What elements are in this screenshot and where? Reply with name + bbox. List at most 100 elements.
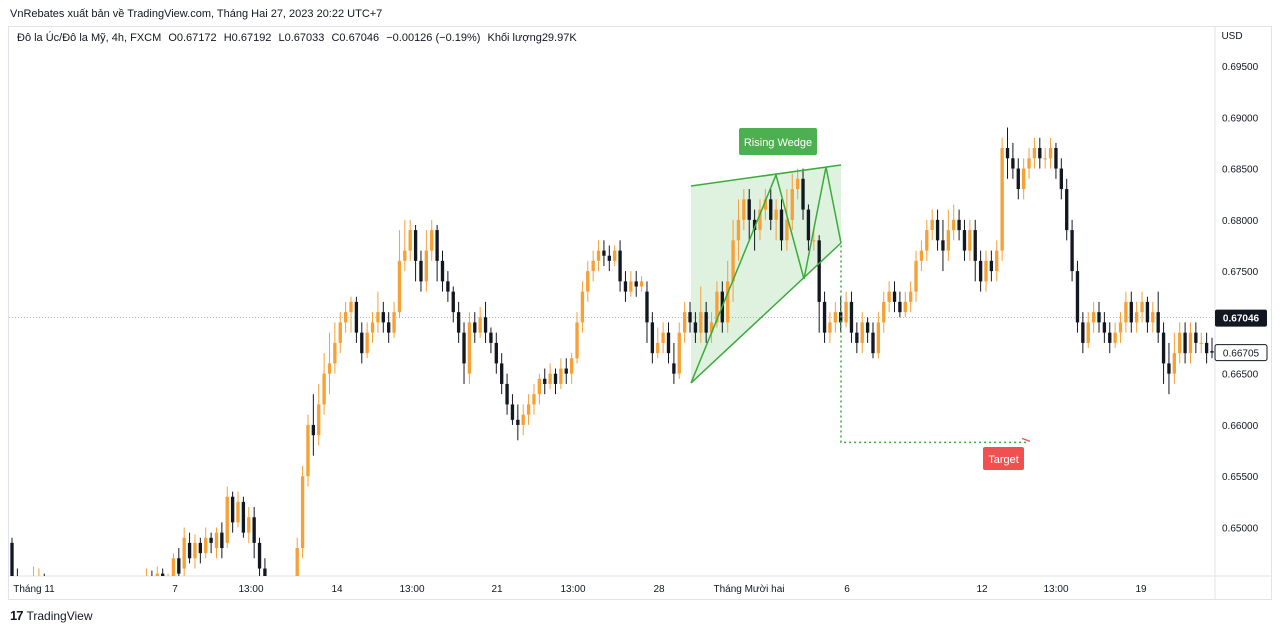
candle-body (306, 424, 310, 477)
candle-body (150, 579, 153, 589)
candle-body (419, 260, 423, 282)
candle-body (801, 178, 805, 210)
candle-body (1172, 353, 1176, 374)
candle-body (102, 589, 105, 599)
candle-body (37, 579, 40, 580)
candle-body (155, 573, 159, 576)
candle-body (844, 301, 848, 323)
candles (10, 127, 1214, 631)
candle-body (193, 542, 197, 559)
candle-body (978, 260, 983, 282)
candle-body (230, 496, 235, 523)
candle-body (397, 260, 402, 313)
candle-body (731, 240, 735, 282)
candle-body (779, 209, 784, 241)
candle-body (387, 322, 391, 333)
candle-body (483, 317, 488, 333)
candle-body (1065, 189, 1069, 231)
candle-body (666, 332, 671, 354)
legend-open: O0.67172 (168, 32, 217, 44)
legend-close: C0.67046 (331, 32, 380, 44)
y-tick-label: 0.69500 (1222, 62, 1259, 73)
candle-body (618, 250, 622, 282)
legend-change: −0.00126 (−0.19%) (386, 32, 481, 44)
candle-body (553, 373, 558, 384)
candle-body (263, 568, 267, 576)
footer[interactable]: 17 TradingView (10, 608, 93, 623)
candle-body (252, 517, 256, 543)
y-tick-label: 0.68500 (1222, 165, 1259, 176)
candle-body (629, 281, 633, 292)
candle-body (790, 189, 794, 220)
legend-high: H0.67192 (223, 32, 272, 44)
pattern-label-box (739, 128, 817, 155)
publish-line: VnRebates xuất bản về TradingView.com, T… (10, 8, 383, 20)
candle-body (166, 584, 169, 589)
candle-body (882, 301, 886, 323)
candle-body (413, 230, 418, 261)
candle-body (10, 542, 14, 576)
candle-body (903, 301, 907, 313)
candle-body (107, 589, 110, 610)
candle-body (645, 291, 649, 323)
candle-body (1091, 312, 1096, 323)
candle-body (500, 363, 504, 384)
candle-body (1070, 230, 1074, 272)
candle-body (214, 532, 219, 549)
y-tick-label: 0.65500 (1222, 472, 1259, 483)
candle-body (752, 219, 757, 231)
candle-body (349, 301, 353, 313)
candle-body (709, 322, 714, 333)
candle-body (139, 589, 142, 599)
candle-body (995, 250, 999, 272)
last-price-tag (1215, 309, 1267, 327)
candle-body (925, 230, 929, 251)
candle-body (376, 312, 380, 323)
candle-body (290, 589, 293, 610)
candle-body (510, 404, 515, 420)
candle-body (919, 250, 924, 261)
candle-body (580, 291, 585, 323)
candle-body (677, 332, 681, 374)
candle-body (935, 219, 940, 241)
candle-body (1108, 332, 1112, 343)
candle-body (849, 301, 854, 333)
candle-body (327, 363, 332, 374)
candle-body (285, 610, 288, 631)
target-marker (1021, 437, 1031, 442)
candle-body (204, 537, 208, 554)
y-tick-label: 0.65000 (1222, 524, 1259, 535)
candle-body (1145, 301, 1150, 323)
candle-body (828, 322, 832, 333)
candle-body (1054, 148, 1058, 169)
candle-body (871, 332, 875, 354)
candle-body (817, 240, 821, 302)
candle-body (381, 312, 385, 323)
legend-low: L0.67033 (278, 32, 325, 44)
candle-body (1199, 342, 1203, 344)
chart-frame (8, 26, 1272, 600)
tradingview-logo-icon: 17 (10, 608, 24, 623)
y-tick-label: 0.66500 (1222, 370, 1259, 381)
candle-body (494, 342, 498, 364)
rising-wedge-lines (690, 164, 842, 384)
candle-body (930, 219, 934, 231)
candle-body (1038, 148, 1042, 159)
candle-body (908, 291, 913, 302)
candle-body (1081, 322, 1085, 343)
candle-body (639, 281, 644, 287)
candle-body (1156, 312, 1160, 333)
candle-body (440, 260, 445, 282)
candle-body (1048, 148, 1053, 159)
candle-body (521, 414, 525, 425)
candle-body (1102, 322, 1107, 333)
wedge-zigzag (690, 166, 842, 384)
candle-body (182, 537, 186, 569)
x-tick-label: 13:00 (238, 584, 263, 595)
candle-body (742, 199, 746, 220)
candle-body (456, 312, 461, 333)
x-tick-label: 13:00 (399, 584, 424, 595)
footer-brand: TradingView (26, 608, 93, 623)
candle-body (569, 358, 574, 374)
